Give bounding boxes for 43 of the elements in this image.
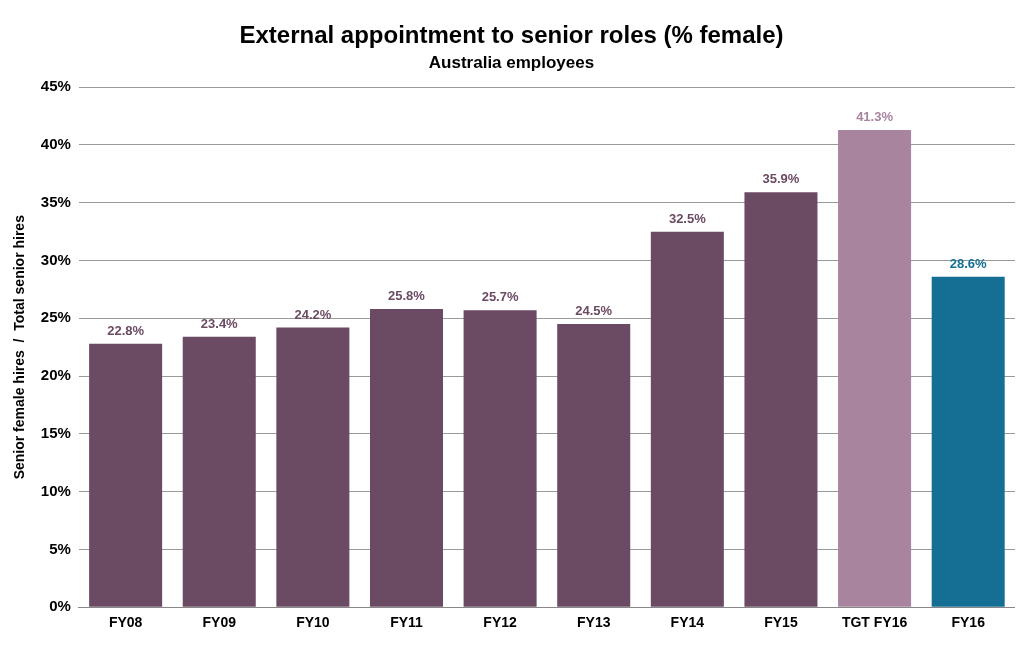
- x-tick-label: FY13: [576, 614, 611, 631]
- bar: [650, 231, 724, 607]
- x-tick-label: FY10: [296, 614, 330, 631]
- data-label: 24.5%: [575, 303, 613, 319]
- x-tick-label: FY09: [202, 614, 237, 631]
- chart-title: External appointment to senior roles (% female): [239, 21, 784, 49]
- data-label: 25.7%: [481, 289, 519, 305]
- y-tick-label: 40%: [40, 135, 71, 153]
- data-label: 28.6%: [949, 255, 988, 271]
- bar: [744, 192, 818, 607]
- x-tick-label: TGT FY16: [841, 614, 908, 631]
- bar: [838, 129, 912, 607]
- bar: [463, 310, 537, 607]
- bar: [276, 327, 350, 607]
- y-axis-title: Senior female hires / Total senior hires: [11, 214, 28, 480]
- data-label: 41.3%: [856, 109, 894, 125]
- data-label: 22.8%: [107, 322, 145, 338]
- y-tick-label: 20%: [40, 366, 71, 384]
- bar: [557, 324, 631, 607]
- data-label: 32.5%: [668, 210, 707, 226]
- x-tick-label: FY08: [108, 614, 143, 631]
- data-label: 23.4%: [200, 315, 239, 331]
- x-tick-label: FY14: [670, 614, 705, 631]
- data-label: 24.2%: [294, 306, 332, 322]
- x-tick-label: FY16: [951, 614, 986, 631]
- y-tick-label: 0%: [49, 597, 71, 615]
- bar: [931, 276, 1005, 607]
- data-label: 25.8%: [388, 288, 426, 304]
- y-tick-label: 35%: [40, 192, 71, 210]
- y-tick-label: 10%: [40, 481, 71, 499]
- y-tick-label: 30%: [40, 250, 71, 268]
- bar: [89, 343, 163, 607]
- y-tick-label: 15%: [40, 424, 71, 442]
- data-label: 35.9%: [762, 171, 800, 187]
- x-tick-label: FY12: [483, 614, 518, 631]
- x-tick-label: FY15: [764, 614, 798, 631]
- chart-subtitle: Australia employees: [428, 52, 595, 72]
- bar: [369, 309, 443, 607]
- y-tick-label: 25%: [40, 308, 71, 326]
- bar: [182, 336, 256, 607]
- y-tick-label: 5%: [49, 539, 71, 557]
- x-tick-label: FY11: [390, 614, 424, 631]
- y-tick-label: 45%: [40, 77, 71, 95]
